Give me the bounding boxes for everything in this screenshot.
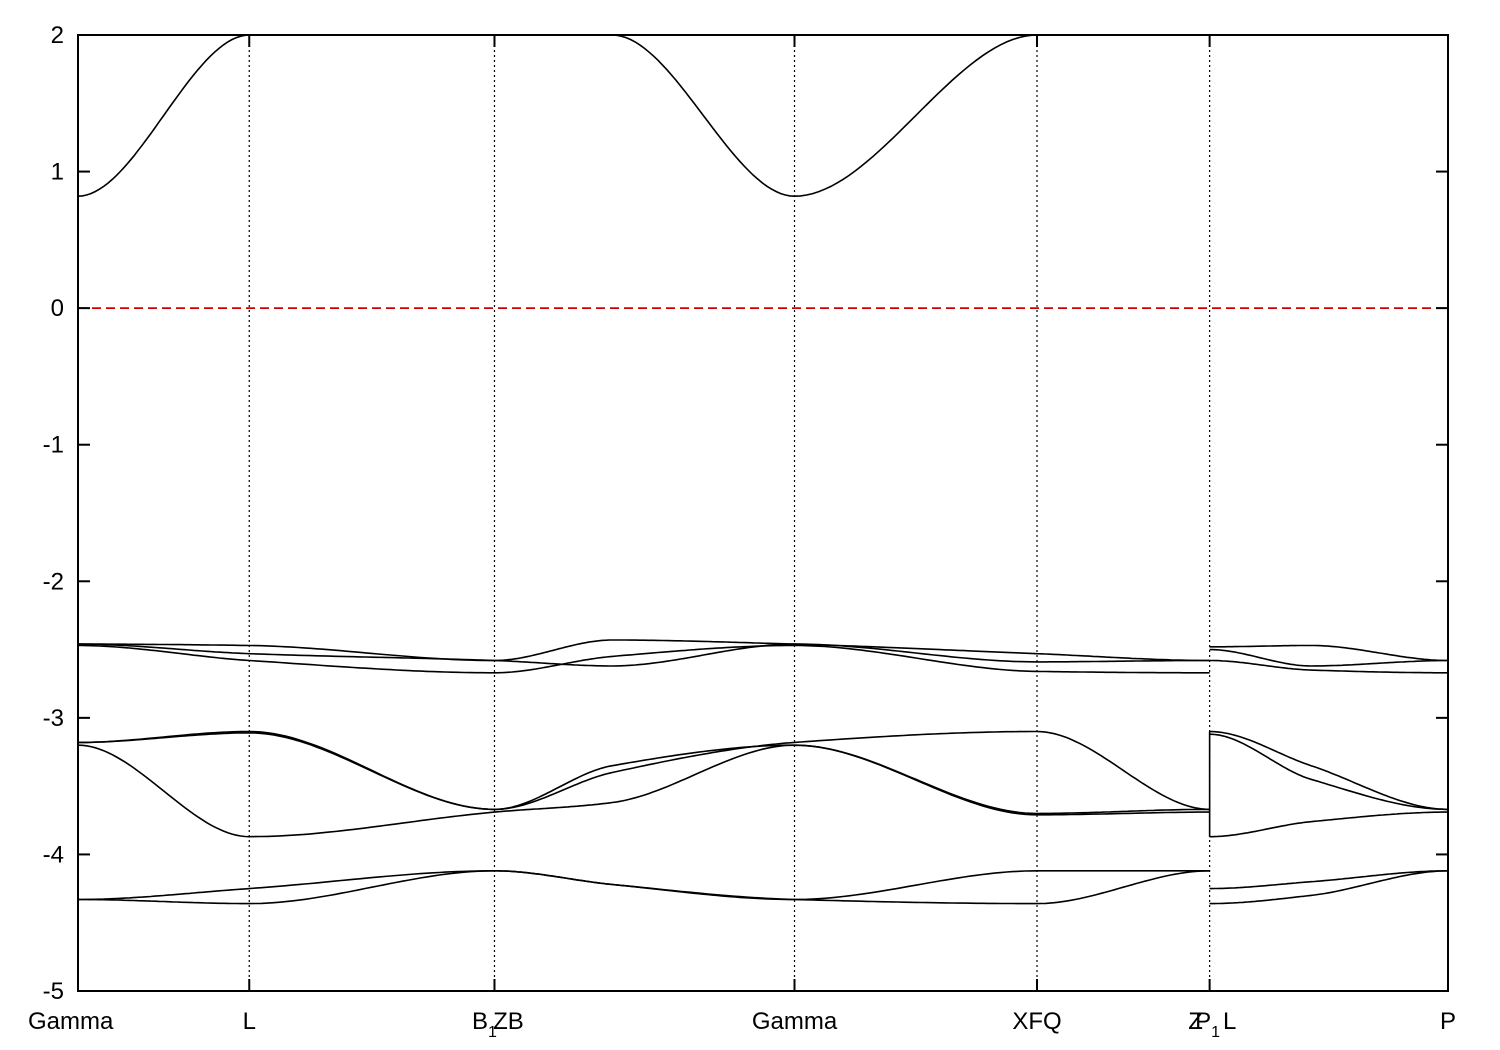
band-line [78, 644, 1210, 674]
band-line [1209, 730, 1449, 811]
x-tick-label: P1 [1195, 1008, 1220, 1041]
plot-frame [77, 34, 1449, 992]
y-tick-label: 1 [51, 159, 64, 186]
y-axis-ticks: -5 -4 -3 -2 -1 0 1 2 [43, 22, 1448, 1005]
x-tick-label: L [1223, 1008, 1236, 1035]
y-tick-label: 2 [51, 22, 64, 49]
band-line [78, 730, 1210, 811]
band-line [1209, 811, 1448, 838]
band-line [77, 34, 1210, 198]
y-tick-label: 0 [51, 295, 64, 322]
bands [77, 34, 1449, 905]
band-line [78, 732, 1210, 815]
band-line [1209, 648, 1448, 667]
band-line [1209, 644, 1448, 662]
y-tick-label: -2 [43, 568, 64, 595]
x-tick-label: XFQ [1012, 1008, 1061, 1035]
y-tick-label: -5 [43, 978, 64, 1005]
vertical-gridlines [248, 35, 1211, 991]
y-tick-label: -1 [43, 432, 64, 459]
x-tick-label: ZB [493, 1008, 524, 1035]
x-tick-label: L [243, 1008, 256, 1035]
x-tick-subscript: 1 [488, 1024, 497, 1041]
y-tick-label: -4 [43, 841, 64, 868]
band-line [78, 870, 1210, 905]
band-line [78, 643, 1210, 667]
x-tick-subscript: 1 [1211, 1024, 1220, 1041]
x-tick-label: Gamma [752, 1008, 838, 1035]
band-line [78, 870, 1210, 901]
band-line [1209, 733, 1449, 811]
band-line [1209, 870, 1448, 890]
x-tick-label: P [1440, 1008, 1456, 1035]
band-line [78, 639, 1210, 662]
y-tick-label: -3 [43, 705, 64, 732]
band-line [1209, 659, 1448, 674]
band-line [1209, 870, 1449, 905]
band-line [77, 744, 1210, 838]
x-tick-label: Gamma [28, 1008, 114, 1035]
x-tick-label: Z [1188, 1008, 1203, 1035]
